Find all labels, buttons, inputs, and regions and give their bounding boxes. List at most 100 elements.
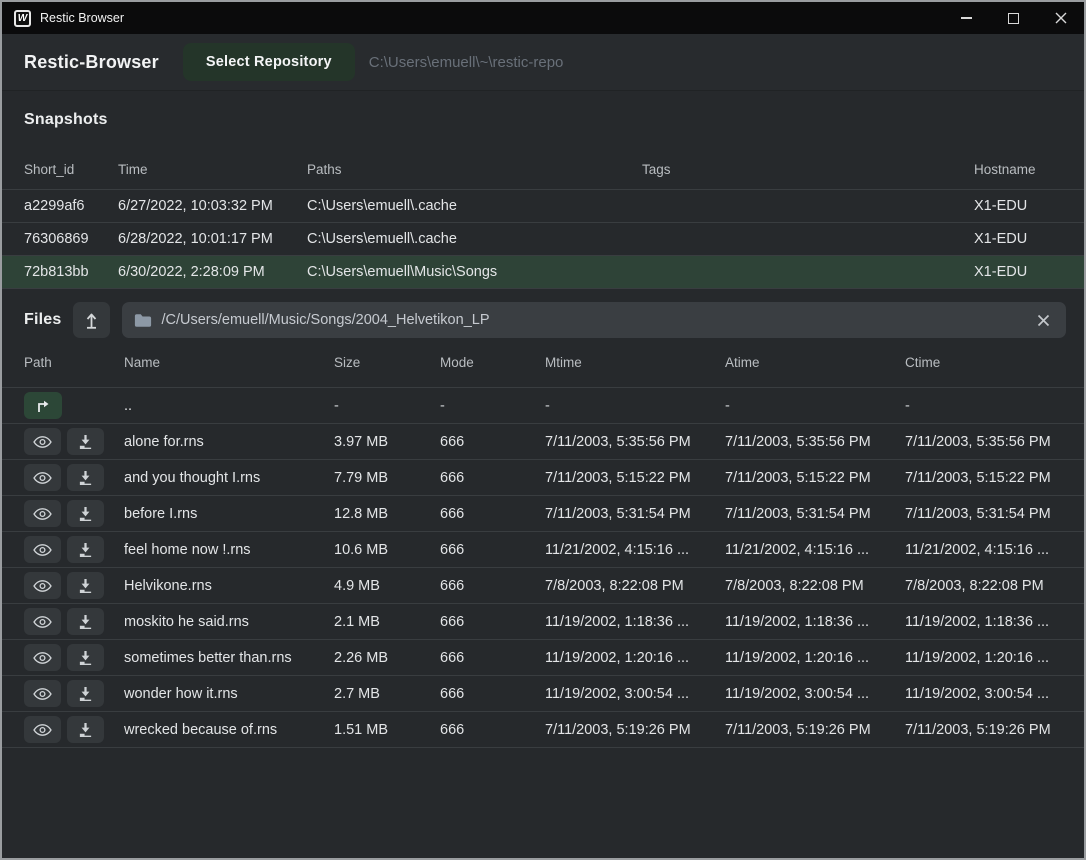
preview-file-button[interactable] <box>24 572 61 599</box>
download-icon <box>78 614 93 629</box>
file-atime: 11/19/2002, 3:00:54 ... <box>725 686 905 702</box>
snapshot-row-selected[interactable]: 72b813bb 6/30/2022, 2:28:09 PM C:\Users\… <box>2 255 1084 288</box>
preview-file-button[interactable] <box>24 464 61 491</box>
up-directory-button[interactable] <box>73 302 110 338</box>
column-header-name: Name <box>124 355 334 370</box>
download-file-button[interactable] <box>67 680 104 707</box>
download-file-button[interactable] <box>67 500 104 527</box>
column-header-mtime: Mtime <box>545 355 725 370</box>
preview-file-button[interactable] <box>24 500 61 527</box>
file-mtime: 7/11/2003, 5:19:26 PM <box>545 722 725 738</box>
file-mtime: 7/8/2003, 8:22:08 PM <box>545 578 725 594</box>
file-atime: 11/19/2002, 1:20:16 ... <box>725 650 905 666</box>
titlebar: W Restic Browser <box>2 2 1084 34</box>
eye-icon <box>33 723 52 737</box>
select-repository-button[interactable]: Select Repository <box>183 43 355 81</box>
file-name: alone for.rns <box>124 434 334 450</box>
arrow-up-from-bar-icon <box>84 312 99 329</box>
minimize-button[interactable] <box>943 2 990 34</box>
file-size: 4.9 MB <box>334 578 440 594</box>
snapshot-hostname: X1-EDU <box>974 198 1062 214</box>
file-ctime: 7/11/2003, 5:19:26 PM <box>905 722 1062 738</box>
preview-file-button[interactable] <box>24 428 61 455</box>
file-atime: 7/11/2003, 5:31:54 PM <box>725 506 905 522</box>
maximize-icon <box>1008 13 1019 24</box>
preview-file-button[interactable] <box>24 536 61 563</box>
file-size: 2.26 MB <box>334 650 440 666</box>
download-icon <box>78 722 93 737</box>
column-header-mode: Mode <box>440 355 545 370</box>
minimize-icon <box>961 17 972 19</box>
snapshot-short-id: a2299af6 <box>24 198 118 214</box>
file-mtime: 7/11/2003, 5:15:22 PM <box>545 470 725 486</box>
download-file-button[interactable] <box>67 716 104 743</box>
file-name: feel home now !.rns <box>124 542 334 558</box>
download-icon <box>78 686 93 701</box>
snapshot-hostname: X1-EDU <box>974 264 1062 280</box>
download-file-button[interactable] <box>67 464 104 491</box>
file-ctime: 11/19/2002, 1:18:36 ... <box>905 614 1062 630</box>
file-name: before I.rns <box>124 506 334 522</box>
download-file-button[interactable] <box>67 428 104 455</box>
download-file-button[interactable] <box>67 644 104 671</box>
preview-file-button[interactable] <box>24 716 61 743</box>
file-size: 3.97 MB <box>334 434 440 450</box>
app-window: W Restic Browser Restic-Browser Select R… <box>0 0 1086 860</box>
file-mode: 666 <box>440 722 545 738</box>
download-file-button[interactable] <box>67 572 104 599</box>
app-header: Restic-Browser Select Repository C:\User… <box>2 34 1084 91</box>
files-toolbar: Files /C/Users/emuell/Music/Songs/2004_H… <box>2 302 1084 338</box>
snapshot-time: 6/27/2022, 10:03:32 PM <box>118 198 307 214</box>
download-icon <box>78 434 93 449</box>
download-file-button[interactable] <box>67 608 104 635</box>
download-file-button[interactable] <box>67 536 104 563</box>
file-row: moskito he said.rns 2.1 MB 666 11/19/200… <box>2 603 1084 639</box>
snapshot-paths: C:\Users\emuell\.cache <box>307 231 642 247</box>
column-header-path: Path <box>24 355 124 370</box>
files-table-header: Path Name Size Mode Mtime Atime Ctime <box>2 338 1084 387</box>
file-mode: 666 <box>440 470 545 486</box>
go-parent-directory-button[interactable] <box>24 392 62 419</box>
file-ctime: 11/21/2002, 4:15:16 ... <box>905 542 1062 558</box>
app-logo-icon: W <box>14 10 31 27</box>
download-icon <box>78 506 93 521</box>
preview-file-button[interactable] <box>24 608 61 635</box>
maximize-button[interactable] <box>990 2 1037 34</box>
snapshot-short-id: 76306869 <box>24 231 118 247</box>
folder-icon <box>134 313 152 328</box>
file-row: feel home now !.rns 10.6 MB 666 11/21/20… <box>2 531 1084 567</box>
snapshot-row[interactable]: 76306869 6/28/2022, 10:01:17 PM C:\Users… <box>2 222 1084 255</box>
column-header-atime: Atime <box>725 355 905 370</box>
file-size: 2.1 MB <box>334 614 440 630</box>
file-mtime: 11/19/2002, 1:20:16 ... <box>545 650 725 666</box>
current-path-input[interactable]: /C/Users/emuell/Music/Songs/2004_Helveti… <box>122 302 1066 338</box>
file-ctime: 7/11/2003, 5:35:56 PM <box>905 434 1062 450</box>
file-ctime: 11/19/2002, 1:20:16 ... <box>905 650 1062 666</box>
file-mode: 666 <box>440 578 545 594</box>
file-mtime: 7/11/2003, 5:31:54 PM <box>545 506 725 522</box>
file-name: wonder how it.rns <box>124 686 334 702</box>
clear-path-button[interactable] <box>1033 312 1054 329</box>
file-row: and you thought I.rns 7.79 MB 666 7/11/2… <box>2 459 1084 495</box>
close-button[interactable] <box>1037 2 1084 34</box>
file-mode: 666 <box>440 686 545 702</box>
file-size: - <box>334 398 440 414</box>
file-mode: 666 <box>440 434 545 450</box>
window-title: Restic Browser <box>40 11 124 25</box>
files-title: Files <box>24 311 61 329</box>
preview-file-button[interactable] <box>24 644 61 671</box>
file-mode: 666 <box>440 542 545 558</box>
snapshots-table-header: Short_id Time Paths Tags Hostname <box>2 149 1084 189</box>
download-icon <box>78 650 93 665</box>
file-mode: - <box>440 398 545 414</box>
file-mode: 666 <box>440 506 545 522</box>
file-mtime: 11/19/2002, 1:18:36 ... <box>545 614 725 630</box>
preview-file-button[interactable] <box>24 680 61 707</box>
file-size: 10.6 MB <box>334 542 440 558</box>
file-mode: 666 <box>440 650 545 666</box>
file-mtime: 11/19/2002, 3:00:54 ... <box>545 686 725 702</box>
eye-icon <box>33 471 52 485</box>
close-icon <box>1054 11 1068 25</box>
snapshot-row[interactable]: a2299af6 6/27/2022, 10:03:32 PM C:\Users… <box>2 189 1084 222</box>
file-ctime: 11/19/2002, 3:00:54 ... <box>905 686 1062 702</box>
